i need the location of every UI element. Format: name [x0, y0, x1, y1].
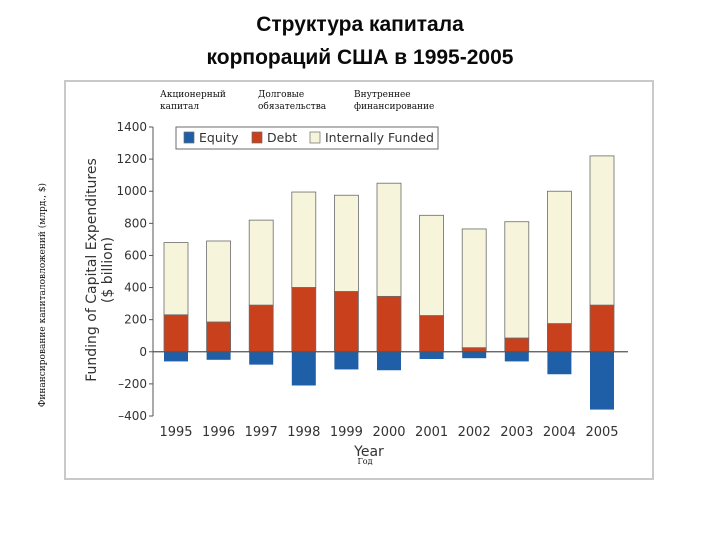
bar-internal-2002	[461, 228, 487, 349]
bars-layer	[163, 155, 615, 410]
x-tick-label-2004: 2004	[543, 425, 576, 440]
x-tick-label-1999: 1999	[330, 425, 363, 440]
bar-debt-1998	[291, 287, 317, 353]
bar-debt-2003	[504, 337, 530, 353]
y-tick-label: 1200	[116, 152, 147, 166]
y-tick-label: 1400	[116, 120, 147, 134]
ru-legend-internal: Внутреннее финансирование	[354, 90, 435, 112]
y-tick-label: –400	[118, 409, 147, 423]
x-tick-label-2002: 2002	[458, 425, 491, 440]
legend-label-internal: Internally Funded	[325, 130, 434, 145]
bar-debt-1999	[333, 291, 359, 353]
bar-internal-2001	[419, 214, 445, 317]
x-axis-title: Year	[353, 444, 384, 460]
legend-swatch-debt	[251, 131, 263, 144]
bar-internal-2003	[504, 221, 530, 339]
chart-legend: Equity Debt Internally Funded	[175, 126, 439, 150]
bar-equity-2003	[504, 351, 529, 362]
bar-equity-2000	[377, 351, 401, 371]
bar-equity-1999	[334, 351, 359, 370]
bar-debt-1995	[163, 314, 189, 353]
bar-equity-1997	[249, 351, 274, 365]
x-tick-label-2001: 2001	[415, 425, 448, 440]
x-tick-label-2005: 2005	[585, 425, 618, 440]
y-tick-label: 1000	[116, 184, 147, 198]
y-tick-label: 800	[124, 216, 147, 230]
bar-debt-1996	[206, 321, 232, 353]
ru-y-axis-title: Финансирование капиталовложений (млрд., …	[38, 182, 48, 408]
bar-debt-2002	[461, 347, 487, 353]
x-tick-label-1995: 1995	[159, 425, 192, 440]
x-tick-label-1996: 1996	[202, 425, 235, 440]
legend-swatch-internal	[309, 131, 321, 144]
bar-debt-2004	[547, 323, 572, 353]
bar-internal-1999	[333, 194, 359, 292]
legend-swatch-equity	[183, 131, 195, 144]
bar-internal-1996	[206, 240, 232, 323]
bar-equity-1995	[164, 351, 188, 362]
ru-legend-equity: Акционерный капитал	[160, 90, 226, 112]
legend-label-equity: Equity	[199, 130, 239, 145]
bar-equity-1998	[291, 351, 316, 386]
bar-internal-1997	[248, 219, 274, 306]
y-tick-label: 600	[124, 248, 147, 262]
bar-debt-2001	[419, 315, 445, 353]
legend-label-debt: Debt	[267, 130, 297, 145]
bar-equity-1996	[206, 351, 231, 360]
bar-internal-2000	[376, 182, 402, 297]
ru-x-axis-title: Год	[357, 457, 373, 466]
y-axis-title-line-1: Funding of Capital Expenditures	[84, 158, 100, 382]
bar-internal-1998	[291, 191, 317, 288]
ru-legend-debt: Долговые обязательства	[258, 90, 327, 112]
slide-title-line-2: корпораций США в 1995-2005	[206, 46, 514, 69]
y-tick-label: 0	[139, 345, 147, 359]
x-tick-label-1998: 1998	[287, 425, 320, 440]
y-tick-label: 400	[124, 281, 147, 295]
y-tick-label: 200	[124, 313, 147, 327]
slide-title-line-1: Структура капитала	[256, 13, 464, 36]
x-tick-label-1997: 1997	[245, 425, 278, 440]
bar-equity-2001	[419, 351, 444, 360]
bar-debt-2005	[589, 304, 615, 353]
y-axis: –400 –200 0 200 400 600 800 1000 1200 1400 1995 199…	[116, 120, 628, 440]
y-tick-label: –200	[118, 377, 147, 391]
x-tick-label-2000: 2000	[372, 425, 405, 440]
legend-box	[175, 126, 439, 150]
bar-debt-2000	[376, 295, 402, 353]
bar-internal-2005	[589, 155, 615, 306]
x-tick-label-2003: 2003	[500, 425, 533, 440]
slide-title: Структура капитала корпораций США в 1995…	[0, 8, 720, 74]
bar-equity-2005	[590, 351, 614, 410]
bar-debt-1997	[248, 304, 274, 353]
bar-equity-2004	[547, 351, 572, 375]
y-axis-title-line-2: ($ billion)	[100, 237, 116, 303]
bar-internal-1995	[163, 242, 189, 316]
bar-internal-2004	[547, 190, 572, 325]
bar-equity-2002	[462, 351, 487, 359]
